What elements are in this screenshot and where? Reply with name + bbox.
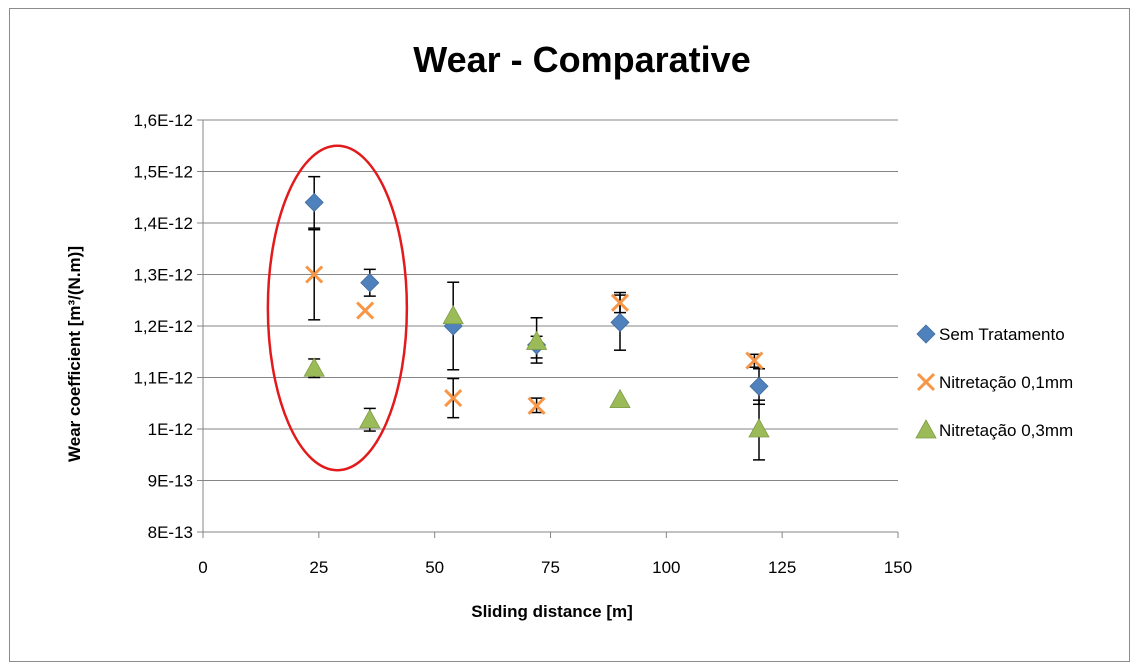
chart-frame — [9, 8, 1130, 662]
error-bars — [308, 175, 765, 461]
data-point-x — [305, 265, 324, 284]
data-point-x — [745, 351, 764, 370]
y-tick-label: 8E-13 — [148, 523, 193, 542]
axes — [197, 119, 899, 538]
x-tick-label: 100 — [652, 558, 680, 577]
legend-label: Sem Tratamento — [939, 325, 1065, 344]
y-tick-label: 1,3E-12 — [133, 266, 193, 285]
annotations — [266, 144, 409, 472]
highlight-ellipse — [266, 144, 409, 472]
x-tick-label: 50 — [425, 558, 444, 577]
data-point-triangle — [915, 419, 937, 439]
data-point-diamond — [304, 192, 324, 212]
data-point-x — [916, 372, 936, 392]
x-axis-title: Sliding distance [m] — [471, 602, 633, 621]
data-point-triangle — [609, 388, 631, 409]
legend-label: Nitretação 0,3mm — [939, 421, 1073, 440]
y-tick-label: 1,2E-12 — [133, 317, 193, 336]
y-tick-labels: 8E-13 9E-13 1E-12 1,1E-12 1,2E-12 1,3E-12 1,4E… — [133, 111, 193, 542]
x-tick-label: 25 — [309, 558, 328, 577]
data-markers — [303, 192, 770, 438]
x-tick-label: 125 — [768, 558, 796, 577]
chart-title: Wear - Comparative — [413, 39, 750, 80]
y-tick-label: 1,1E-12 — [133, 369, 193, 388]
legend-item: Nitretação 0,1mm — [916, 372, 1073, 392]
data-point-x — [527, 396, 546, 415]
data-point-diamond — [610, 312, 630, 332]
legend-item: Sem Tratamento — [916, 324, 1065, 344]
data-point-x — [356, 301, 375, 320]
x-tick-labels: 0 25 50 75 100 125 150 — [198, 558, 912, 577]
y-tick-label: 1,4E-12 — [133, 214, 193, 233]
y-tick-label: 9E-13 — [148, 472, 193, 491]
data-point-triangle — [442, 304, 464, 325]
x-tick-label: 0 — [198, 558, 207, 577]
data-point-x — [444, 389, 463, 408]
data-point-triangle — [748, 418, 770, 438]
legend-label: Nitretação 0,1mm — [939, 373, 1073, 392]
data-point-diamond — [360, 273, 380, 293]
legend: Sem Tratamento Nitretação 0,1mm Nitretação… — [915, 324, 1073, 440]
x-tick-label: 75 — [541, 558, 560, 577]
data-point-triangle — [303, 357, 325, 377]
data-point-diamond — [749, 376, 769, 396]
x-tick-label: 150 — [884, 558, 912, 577]
grid-lines — [203, 119, 898, 481]
y-tick-label: 1,5E-12 — [133, 163, 193, 182]
y-tick-label: 1E-12 — [148, 420, 193, 439]
data-point-triangle — [359, 408, 381, 429]
y-axis-title: Wear coefficient [m³/(N.m)] — [65, 246, 84, 462]
y-tick-label: 1,6E-12 — [133, 111, 193, 130]
data-point-diamond — [916, 324, 936, 344]
data-point-triangle — [525, 330, 548, 350]
legend-item: Nitretação 0,3mm — [915, 419, 1073, 440]
data-point-x — [610, 293, 630, 312]
